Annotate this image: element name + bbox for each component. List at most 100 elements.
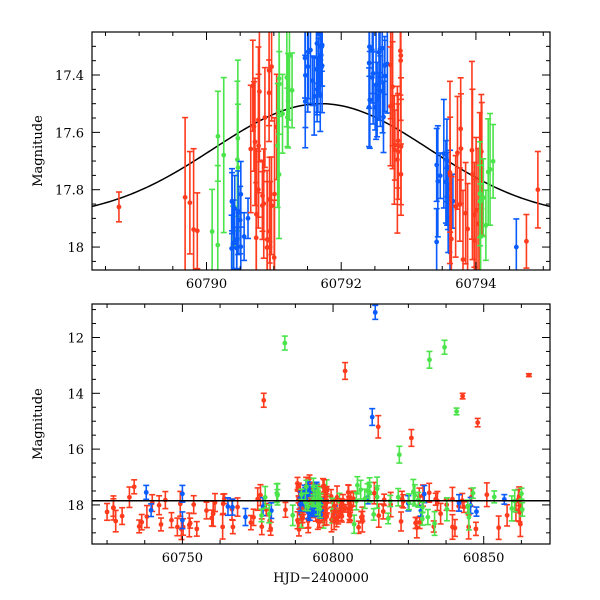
data-marker <box>460 393 466 399</box>
data-marker <box>496 525 502 531</box>
data-marker <box>477 199 483 204</box>
x-tick-label: 60850 <box>463 551 504 566</box>
data-marker <box>169 517 174 523</box>
data-marker <box>437 173 443 179</box>
data-marker <box>221 152 227 158</box>
data-marker <box>509 506 515 511</box>
data-marker <box>381 497 387 503</box>
data-marker <box>396 452 402 458</box>
data-marker <box>261 201 267 207</box>
data-point <box>424 508 431 526</box>
data-marker <box>362 496 368 502</box>
data-point <box>194 192 201 270</box>
data-marker <box>131 484 137 490</box>
data-marker <box>194 526 200 532</box>
data-point <box>261 66 268 169</box>
data-marker <box>310 78 315 84</box>
data-point <box>391 94 398 206</box>
data-marker <box>235 504 240 510</box>
data-marker <box>460 257 466 263</box>
data-point <box>408 428 415 448</box>
data-point <box>523 213 530 269</box>
data-point <box>437 502 444 525</box>
data-point <box>126 486 133 509</box>
y-tick-label: 17.6 <box>55 126 84 141</box>
data-point <box>203 501 210 520</box>
data-point <box>513 218 520 270</box>
data-marker <box>360 514 365 519</box>
data-marker <box>248 146 254 152</box>
data-point <box>380 80 387 154</box>
data-marker <box>317 506 323 512</box>
data-marker <box>444 506 450 512</box>
data-marker <box>458 126 464 132</box>
data-point <box>264 169 271 270</box>
data-marker <box>243 514 248 520</box>
data-marker <box>139 519 145 525</box>
data-marker <box>262 115 268 120</box>
data-marker <box>470 490 476 496</box>
data-point <box>294 510 301 530</box>
y-tick-label: 17.8 <box>55 184 84 199</box>
data-point <box>451 518 458 538</box>
data-point <box>462 161 469 265</box>
data-marker <box>519 491 524 497</box>
data-marker <box>269 64 274 70</box>
data-marker <box>351 521 357 527</box>
data-marker <box>283 507 288 513</box>
data-marker <box>324 487 329 493</box>
data-marker <box>300 515 306 520</box>
plot-frame <box>91 31 551 271</box>
data-point <box>193 520 200 537</box>
data-point <box>179 484 186 503</box>
data-marker <box>398 53 404 58</box>
data-point <box>157 517 164 532</box>
data-marker <box>296 484 302 490</box>
data-point <box>220 76 227 234</box>
data-point <box>266 504 273 524</box>
data-point <box>342 361 349 381</box>
data-point <box>179 511 186 530</box>
data-marker <box>187 200 193 206</box>
data-point <box>380 503 387 520</box>
data-marker <box>369 414 375 420</box>
data-point <box>411 483 418 507</box>
data-marker <box>473 526 479 532</box>
data-marker <box>259 513 264 518</box>
data-point <box>501 493 508 505</box>
data-marker <box>474 509 479 515</box>
data-point <box>242 507 249 527</box>
data-marker <box>395 494 401 500</box>
data-marker <box>420 504 425 510</box>
data-point <box>396 445 403 464</box>
data-point <box>412 516 419 530</box>
data-marker <box>346 512 352 518</box>
data-marker <box>262 494 268 500</box>
data-marker <box>504 512 510 518</box>
y-tick-label: 18 <box>67 499 84 514</box>
plot-frame <box>91 303 551 545</box>
data-marker <box>238 191 244 197</box>
data-marker <box>382 63 388 68</box>
data-marker <box>466 514 472 520</box>
data-point <box>299 511 306 524</box>
data-marker <box>119 513 125 519</box>
data-marker <box>248 520 254 526</box>
data-point <box>518 487 525 501</box>
data-point <box>143 504 150 529</box>
data-marker <box>303 484 309 490</box>
data-point <box>309 55 316 107</box>
data-marker <box>419 516 425 522</box>
data-marker <box>490 158 496 164</box>
data-marker <box>295 517 300 523</box>
data-marker <box>374 494 380 500</box>
data-marker <box>455 150 460 156</box>
data-point <box>279 73 286 154</box>
data-point <box>369 51 376 104</box>
data-point <box>260 392 267 409</box>
data-point <box>483 482 490 508</box>
data-marker <box>148 507 154 513</box>
data-marker <box>319 44 325 49</box>
x-tick-label: 60792 <box>321 277 362 292</box>
y-tick-label: 14 <box>67 387 84 402</box>
